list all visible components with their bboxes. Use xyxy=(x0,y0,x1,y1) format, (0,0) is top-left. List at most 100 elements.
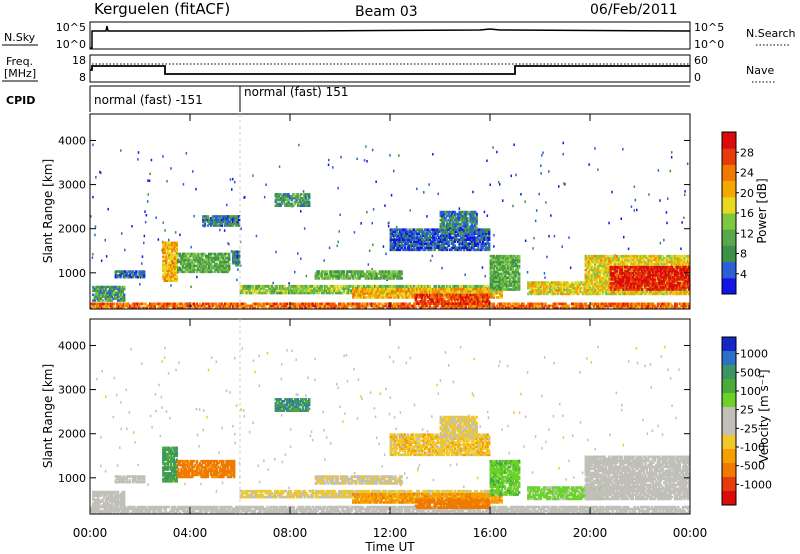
heatmap-cell xyxy=(377,276,380,280)
heatmap-cell xyxy=(531,306,535,310)
heatmap-cell xyxy=(361,292,364,295)
heatmap-cell xyxy=(425,288,428,291)
heatmap-cell xyxy=(422,291,425,295)
heatmap-cell xyxy=(381,291,385,295)
heatmap-cell xyxy=(189,304,192,308)
heatmap-cell xyxy=(221,258,225,262)
heatmap-cell xyxy=(466,300,469,303)
heatmap-cell xyxy=(288,204,292,207)
heatmap-cell xyxy=(101,287,104,291)
heatmap-cell xyxy=(683,306,686,310)
heatmap-cell xyxy=(274,302,277,306)
heatmap-cell xyxy=(256,287,260,290)
heatmap-cell xyxy=(484,292,488,295)
heatmap-cell xyxy=(408,292,411,295)
heatmap-cell xyxy=(230,224,233,227)
heatmap-cell xyxy=(220,220,224,224)
heatmap-cell xyxy=(469,295,472,299)
heatmap-cell xyxy=(325,272,328,276)
heatmap-cell xyxy=(297,302,300,306)
heatmap-cell xyxy=(294,306,297,310)
heatmap-cell xyxy=(439,288,442,291)
heatmap-cell xyxy=(114,275,117,279)
heatmap-cell xyxy=(499,302,502,306)
heatmap-cell xyxy=(680,302,683,306)
heatmap-cell xyxy=(463,288,466,291)
heatmap-cell xyxy=(377,302,380,306)
scatter-cell xyxy=(564,183,566,186)
heatmap-cell xyxy=(313,304,316,308)
heatmap-cell xyxy=(613,304,616,308)
heatmap-cell xyxy=(209,262,212,266)
heatmap-cell xyxy=(424,288,427,291)
heatmap-cell xyxy=(327,302,330,306)
heatmap-cell xyxy=(300,289,303,293)
heatmap-cell xyxy=(165,265,168,269)
heatmap-cell xyxy=(114,306,117,310)
heatmap-cell xyxy=(100,302,103,306)
heatmap-cell xyxy=(269,302,272,306)
heatmap-cell xyxy=(270,289,274,293)
heatmap-cell xyxy=(225,266,228,270)
heatmap-cell xyxy=(123,287,126,291)
heatmap-cell xyxy=(209,217,213,220)
heatmap-cell xyxy=(378,294,382,297)
heatmap-cell xyxy=(301,200,305,204)
scatter-cell xyxy=(179,233,181,237)
scatter-cell xyxy=(107,207,109,211)
heatmap-cell xyxy=(209,220,213,224)
heatmap-cell xyxy=(380,284,383,288)
heatmap-cell xyxy=(267,284,271,288)
heatmap-cell xyxy=(441,284,444,288)
heatmap-cell xyxy=(245,284,249,288)
heatmap-cell xyxy=(102,302,105,306)
heatmap-cell xyxy=(656,304,660,308)
heatmap-cell xyxy=(452,290,455,293)
scatter-cell xyxy=(620,217,622,220)
heatmap-cell xyxy=(480,290,483,293)
heatmap-cell xyxy=(416,288,419,291)
heatmap-cell xyxy=(107,293,110,296)
heatmap-cell xyxy=(541,306,544,310)
heatmap-cell xyxy=(480,288,483,291)
heatmap-cell xyxy=(195,254,198,258)
heatmap-cell xyxy=(478,302,482,305)
heatmap-cell xyxy=(236,258,239,261)
heatmap-cell xyxy=(400,288,403,291)
heatmap-cell xyxy=(293,196,297,200)
heatmap-cell xyxy=(386,284,389,288)
heatmap-cell xyxy=(256,291,260,295)
heatmap-cell xyxy=(633,302,636,306)
heatmap-cell xyxy=(383,276,386,280)
heatmap-cell xyxy=(204,256,208,260)
heatmap-cell xyxy=(284,204,287,207)
scatter-cell xyxy=(145,214,148,217)
heatmap-cell xyxy=(395,246,399,250)
heatmap-cell xyxy=(197,266,200,270)
heatmap-cell xyxy=(456,284,460,288)
heatmap-cell xyxy=(369,288,372,291)
heatmap-cell xyxy=(442,302,446,305)
heatmap-cell xyxy=(439,306,442,310)
heatmap-cell xyxy=(586,306,589,310)
heatmap-cell xyxy=(194,258,197,262)
heatmap-cell xyxy=(394,302,397,306)
heatmap-cell xyxy=(550,304,553,308)
heatmap-cell xyxy=(588,304,591,308)
heatmap-cell xyxy=(214,217,217,220)
heatmap-cell xyxy=(186,256,189,260)
heatmap-cell xyxy=(244,306,247,310)
heatmap-cell xyxy=(211,304,214,308)
heatmap-cell xyxy=(165,267,168,270)
heatmap-cell xyxy=(266,291,269,295)
heatmap-cell xyxy=(211,258,214,262)
heatmap-cell xyxy=(402,302,405,306)
scatter-cell xyxy=(526,271,529,274)
heatmap-cell xyxy=(232,256,235,259)
heatmap-cell xyxy=(345,284,349,288)
heatmap-cell xyxy=(450,295,453,299)
heatmap-cell xyxy=(419,292,422,295)
heatmap-cell xyxy=(256,302,260,306)
scatter-cell xyxy=(99,170,101,174)
heatmap-cell xyxy=(542,306,546,310)
